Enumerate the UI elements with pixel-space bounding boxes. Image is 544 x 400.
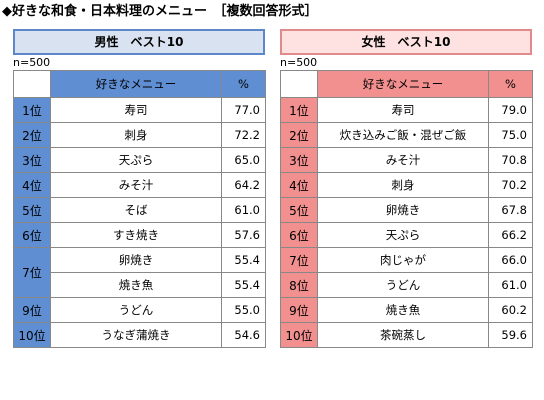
menu-cell: みそ汁 bbox=[317, 147, 489, 173]
rank-cell: 10位 bbox=[280, 322, 318, 348]
table-row: 2位 刺身 72.2 bbox=[13, 122, 266, 148]
menu-cell: 卵焼き bbox=[317, 197, 489, 223]
percent-cell: 66.2 bbox=[488, 222, 533, 248]
table-row: 焼き魚 55.4 bbox=[14, 272, 266, 298]
table-row: 2位 炊き込みご飯・混ぜご飯 75.0 bbox=[280, 122, 533, 148]
table-row: 4位 みそ汁 64.2 bbox=[13, 172, 266, 198]
female-header-pct: % bbox=[488, 70, 533, 98]
percent-cell: 72.2 bbox=[221, 122, 266, 148]
male-header-row: 好きなメニュー % bbox=[13, 70, 266, 98]
percent-cell: 70.2 bbox=[488, 172, 533, 198]
menu-cell: 寿司 bbox=[50, 97, 222, 123]
menu-cell: そば bbox=[50, 197, 222, 223]
table-row: 6位 すき焼き 57.6 bbox=[13, 222, 266, 248]
menu-cell: うどん bbox=[317, 272, 489, 298]
rank-cell: 4位 bbox=[280, 172, 318, 198]
menu-cell: 炊き込みご飯・混ぜご飯 bbox=[317, 122, 489, 148]
percent-cell: 55.4 bbox=[221, 272, 266, 298]
table-row: 8位 うどん 61.0 bbox=[280, 272, 533, 298]
table-row: 5位 卵焼き 67.8 bbox=[280, 197, 533, 223]
menu-cell: 天ぷら bbox=[317, 222, 489, 248]
menu-cell: 肉じゃが bbox=[317, 247, 489, 273]
rank-cell: 1位 bbox=[280, 97, 318, 123]
rank-cell: 4位 bbox=[13, 172, 51, 198]
menu-cell: うなぎ蒲焼き bbox=[50, 322, 222, 348]
female-header-row: 好きなメニュー % bbox=[280, 70, 533, 98]
menu-cell: うどん bbox=[50, 297, 222, 323]
menu-cell: 卵焼き bbox=[50, 247, 222, 273]
male-header-pct: % bbox=[221, 70, 266, 98]
table-row: 3位 みそ汁 70.8 bbox=[280, 147, 533, 173]
percent-cell: 70.8 bbox=[488, 147, 533, 173]
rank-cell: 3位 bbox=[13, 147, 51, 173]
table-row: 7位 肉じゃが 66.0 bbox=[280, 247, 533, 273]
rank-cell: 2位 bbox=[280, 122, 318, 148]
percent-cell: 65.0 bbox=[221, 147, 266, 173]
table-row: 1位 寿司 77.0 bbox=[13, 97, 266, 123]
menu-cell: 刺身 bbox=[50, 122, 222, 148]
male-ranking-table: 好きなメニュー % 1位 寿司 77.0 2位 刺身 72.2 3位 天ぷら 6… bbox=[13, 70, 266, 348]
male-panel-title: 男性 ベスト10 bbox=[13, 29, 265, 55]
percent-cell: 61.0 bbox=[488, 272, 533, 298]
menu-cell: 天ぷら bbox=[50, 147, 222, 173]
male-sample-size: n=500 bbox=[13, 56, 51, 69]
percent-cell: 61.0 bbox=[221, 197, 266, 223]
percent-cell: 79.0 bbox=[488, 97, 533, 123]
rank-cell: 6位 bbox=[13, 222, 51, 248]
male-header-blank bbox=[13, 70, 51, 98]
table-row: 6位 天ぷら 66.2 bbox=[280, 222, 533, 248]
rank-cell: 3位 bbox=[280, 147, 318, 173]
female-header-item: 好きなメニュー bbox=[317, 70, 489, 98]
menu-cell: すき焼き bbox=[50, 222, 222, 248]
table-row: 1位 寿司 79.0 bbox=[280, 97, 533, 123]
rank-cell: 9位 bbox=[13, 297, 51, 323]
percent-cell: 60.2 bbox=[488, 297, 533, 323]
table-row: 9位 うどん 55.0 bbox=[13, 297, 266, 323]
female-ranking-panel: 女性 ベスト10 n=500 好きなメニュー % 1位 寿司 79.0 2位 炊… bbox=[280, 29, 533, 348]
table-row: 4位 刺身 70.2 bbox=[280, 172, 533, 198]
percent-cell: 55.0 bbox=[221, 297, 266, 323]
page-title: ◆好きな和食・日本料理のメニュー ［複数回答形式］ bbox=[2, 4, 318, 19]
percent-cell: 67.8 bbox=[488, 197, 533, 223]
table-row: 10位 うなぎ蒲焼き 54.6 bbox=[13, 322, 266, 348]
menu-cell: 刺身 bbox=[317, 172, 489, 198]
menu-cell: 茶碗蒸し bbox=[317, 322, 489, 348]
rank-cell: 7位 bbox=[280, 247, 318, 273]
menu-cell: 焼き魚 bbox=[50, 272, 222, 298]
male-ranking-panel: 男性 ベスト10 n=500 好きなメニュー % 1位 寿司 77.0 2位 刺… bbox=[13, 29, 266, 348]
rank-cell: 2位 bbox=[13, 122, 51, 148]
menu-cell: みそ汁 bbox=[50, 172, 222, 198]
menu-cell: 寿司 bbox=[317, 97, 489, 123]
percent-cell: 55.4 bbox=[221, 247, 266, 273]
percent-cell: 54.6 bbox=[221, 322, 266, 348]
table-row: 3位 天ぷら 65.0 bbox=[13, 147, 266, 173]
menu-cell: 焼き魚 bbox=[317, 297, 489, 323]
table-row: 5位 そば 61.0 bbox=[13, 197, 266, 223]
percent-cell: 64.2 bbox=[221, 172, 266, 198]
percent-cell: 77.0 bbox=[221, 97, 266, 123]
rank-cell: 8位 bbox=[280, 272, 318, 298]
table-row: 9位 焼き魚 60.2 bbox=[280, 297, 533, 323]
table-row: 7位 卵焼き 55.4 bbox=[13, 247, 266, 298]
percent-cell: 57.6 bbox=[221, 222, 266, 248]
female-header-blank bbox=[280, 70, 318, 98]
table-row: 10位 茶碗蒸し 59.6 bbox=[280, 322, 533, 348]
rank-cell: 1位 bbox=[13, 97, 51, 123]
rank-cell: 10位 bbox=[13, 322, 51, 348]
female-sample-size: n=500 bbox=[280, 56, 318, 69]
percent-cell: 59.6 bbox=[488, 322, 533, 348]
female-panel-title: 女性 ベスト10 bbox=[280, 29, 532, 55]
percent-cell: 66.0 bbox=[488, 247, 533, 273]
male-header-item: 好きなメニュー bbox=[50, 70, 222, 98]
rank-cell: 5位 bbox=[13, 197, 51, 223]
rank-cell: 9位 bbox=[280, 297, 318, 323]
rank-cell: 6位 bbox=[280, 222, 318, 248]
female-ranking-table: 好きなメニュー % 1位 寿司 79.0 2位 炊き込みご飯・混ぜご飯 75.0… bbox=[280, 70, 533, 348]
rank-cell: 7位 bbox=[13, 247, 51, 298]
rank-cell: 5位 bbox=[280, 197, 318, 223]
percent-cell: 75.0 bbox=[488, 122, 533, 148]
